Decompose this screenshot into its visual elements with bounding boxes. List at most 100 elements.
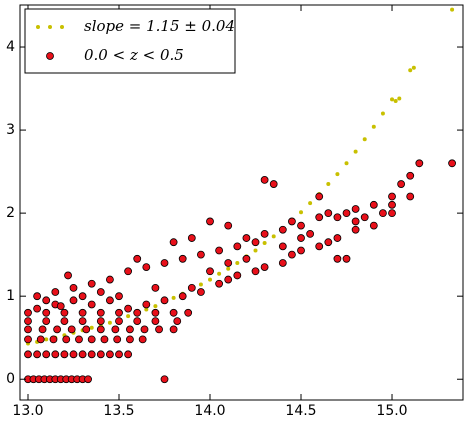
point (24, 350, 32, 359)
point (342, 254, 351, 263)
point (299, 210, 304, 215)
point (173, 317, 182, 325)
point (24, 325, 32, 334)
point (260, 229, 269, 238)
point (151, 283, 160, 292)
point (288, 217, 296, 226)
point (106, 350, 114, 359)
point (333, 254, 342, 263)
point (233, 271, 242, 280)
point (133, 317, 142, 325)
point (51, 350, 60, 359)
point (60, 350, 69, 359)
y-tick-label: 2 (6, 205, 15, 221)
point (24, 308, 32, 317)
point (393, 99, 398, 104)
point (42, 308, 51, 317)
point (315, 213, 324, 222)
x-tick-label: 15.0 (376, 403, 407, 419)
point (84, 375, 92, 384)
point (269, 180, 278, 188)
point (124, 267, 133, 276)
point (251, 267, 260, 276)
point (107, 320, 112, 325)
point (44, 337, 49, 342)
point (115, 350, 123, 359)
point (160, 259, 169, 267)
point (208, 277, 213, 282)
point (224, 259, 233, 267)
point (160, 296, 169, 305)
point (62, 335, 71, 344)
point (206, 217, 214, 226)
point (380, 111, 385, 116)
point (140, 325, 149, 334)
legend-marker (60, 25, 64, 29)
point (87, 335, 96, 344)
legend-marker (48, 25, 52, 29)
plot-frame (19, 4, 464, 401)
point (215, 246, 224, 255)
point (151, 317, 160, 325)
point (408, 68, 413, 73)
point (51, 288, 60, 296)
point (262, 241, 267, 246)
point (106, 275, 114, 284)
point (242, 234, 251, 242)
point (379, 209, 387, 218)
legend-marker (46, 52, 54, 60)
point (324, 209, 333, 218)
point (297, 246, 305, 255)
legend-label: 0.0 < z < 0.5 (84, 46, 184, 64)
point (315, 192, 324, 201)
point (308, 201, 313, 206)
point (178, 292, 187, 301)
point (115, 317, 123, 325)
point (397, 180, 406, 188)
point (42, 317, 51, 325)
point (75, 335, 83, 344)
point (351, 217, 360, 226)
point (388, 192, 396, 201)
point (56, 302, 65, 311)
y-tick-label: 4 (6, 39, 15, 55)
point (64, 271, 72, 280)
series (24, 159, 456, 384)
point (198, 282, 203, 287)
point (351, 205, 360, 213)
point (306, 229, 315, 238)
point (278, 242, 287, 251)
point (388, 200, 396, 209)
point (344, 161, 349, 166)
point (78, 317, 87, 325)
point (450, 7, 455, 12)
point (351, 225, 360, 234)
point (260, 176, 269, 184)
point (69, 296, 78, 305)
point (226, 266, 231, 271)
point (353, 149, 358, 154)
point (215, 279, 224, 288)
point (169, 325, 178, 334)
legend: slope = 1.15 ± 0.04 0.0 < z < 0.5 (24, 8, 236, 74)
point (142, 300, 151, 309)
point (87, 300, 96, 309)
point (297, 221, 305, 230)
point (82, 325, 91, 334)
point (69, 350, 78, 359)
point (106, 296, 114, 305)
point (126, 325, 134, 334)
point (369, 200, 378, 209)
point (115, 308, 123, 317)
point (278, 225, 287, 234)
point (169, 238, 178, 247)
point (406, 192, 415, 201)
legend-box (24, 8, 236, 74)
point (53, 325, 62, 334)
point (87, 350, 96, 359)
point (335, 172, 340, 177)
point (271, 234, 276, 239)
x-tick-label: 13.0 (12, 403, 43, 419)
point (124, 350, 133, 359)
